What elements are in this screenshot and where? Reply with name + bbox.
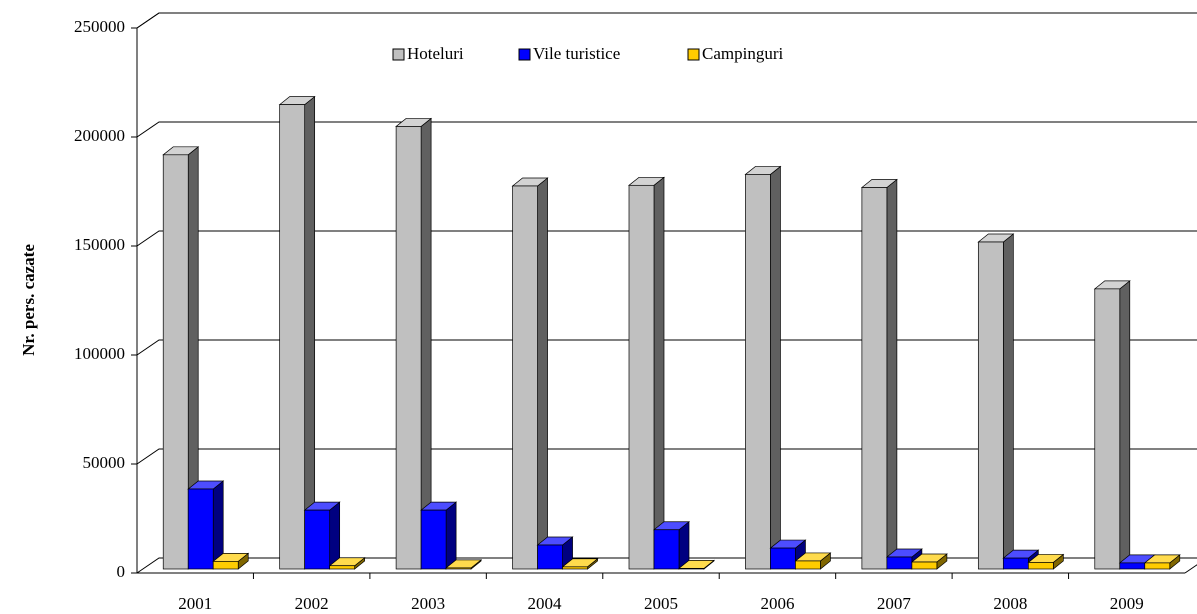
bar-front	[212, 561, 239, 570]
bar-front	[911, 561, 938, 570]
bar-side	[1002, 233, 1014, 570]
x-tick-label: 2009	[1110, 594, 1144, 613]
bar-front	[1002, 557, 1029, 570]
bar-front	[795, 560, 821, 570]
bar-front	[162, 154, 189, 570]
bar	[628, 176, 665, 570]
x-tick-label: 2003	[411, 594, 445, 613]
bar-front	[512, 185, 538, 570]
y-axis-label: Nr. pers. cazate	[19, 244, 38, 356]
grid-line	[136, 12, 1197, 29]
bar	[653, 521, 690, 570]
bar-front	[861, 187, 888, 570]
floor-edge	[1184, 564, 1197, 574]
bar	[162, 146, 200, 570]
x-tick-label: 2005	[644, 594, 678, 613]
bar	[395, 117, 433, 570]
bar-side	[420, 117, 432, 570]
bar-front	[187, 488, 214, 570]
legend-swatch	[518, 48, 531, 61]
legend-label: Campinguri	[702, 44, 783, 63]
x-tick-label: 2004	[528, 594, 563, 613]
bar-front	[678, 567, 705, 570]
bar	[769, 539, 807, 570]
bar	[860, 178, 898, 570]
bar-side	[445, 501, 457, 570]
legend-swatch	[687, 48, 700, 61]
bar-front	[445, 567, 472, 570]
bar-front	[537, 544, 563, 570]
bar	[328, 557, 366, 570]
x-tick-label: 2007	[877, 594, 912, 613]
bar-front	[304, 509, 331, 570]
grid-line	[136, 230, 1197, 247]
bar-front	[420, 509, 447, 570]
bar-front	[745, 174, 771, 570]
y-tick-label: 100000	[74, 344, 125, 363]
y-tick-label: 200000	[74, 126, 125, 145]
y-tick-label: 250000	[74, 17, 125, 36]
bar-side	[886, 178, 898, 570]
grid-line	[136, 121, 1197, 138]
bar	[1093, 280, 1131, 570]
grid-line	[136, 448, 1197, 465]
legend-label: Vile turistice	[533, 44, 620, 63]
bar	[420, 501, 458, 570]
y-tick-label: 0	[117, 562, 126, 581]
bar-side	[653, 176, 665, 570]
bar	[212, 552, 250, 570]
bar-front	[628, 184, 655, 570]
bar	[561, 558, 599, 570]
bar-front	[886, 556, 913, 570]
bar	[303, 501, 341, 570]
bar	[678, 559, 715, 570]
bar-front	[770, 547, 796, 570]
bar-front	[977, 241, 1004, 570]
bar-front	[653, 529, 680, 570]
y-tick-label: 50000	[83, 453, 126, 472]
bar-front	[329, 565, 356, 570]
bar-front	[395, 126, 422, 570]
bar	[278, 95, 316, 570]
bar-front	[1144, 562, 1171, 570]
bar	[187, 480, 225, 570]
legend-label: Hoteluri	[407, 44, 464, 63]
bar	[1143, 554, 1181, 570]
grid-line	[136, 557, 1197, 574]
bar-front	[562, 566, 588, 570]
bar	[794, 552, 832, 570]
y-tick-label: 150000	[74, 235, 125, 254]
grid-line	[136, 339, 1197, 356]
wall	[136, 12, 1197, 29]
legend-swatch	[392, 48, 405, 61]
x-tick-label: 2008	[993, 594, 1027, 613]
x-tick-label: 2002	[295, 594, 329, 613]
bar	[910, 553, 948, 570]
bar	[445, 559, 483, 570]
bar-front	[1094, 288, 1121, 570]
bar	[511, 177, 549, 570]
x-tick-label: 2001	[178, 594, 212, 613]
bar	[977, 233, 1015, 570]
bar-side	[1119, 280, 1131, 570]
bar	[744, 165, 782, 570]
x-tick-label: 2006	[760, 594, 794, 613]
bar	[1027, 553, 1065, 570]
bar-front	[1119, 562, 1146, 570]
bar-front	[1027, 562, 1054, 570]
bar-side	[537, 177, 548, 570]
bar-side	[304, 95, 316, 570]
bar-side	[770, 165, 781, 570]
bar-front	[279, 104, 306, 570]
